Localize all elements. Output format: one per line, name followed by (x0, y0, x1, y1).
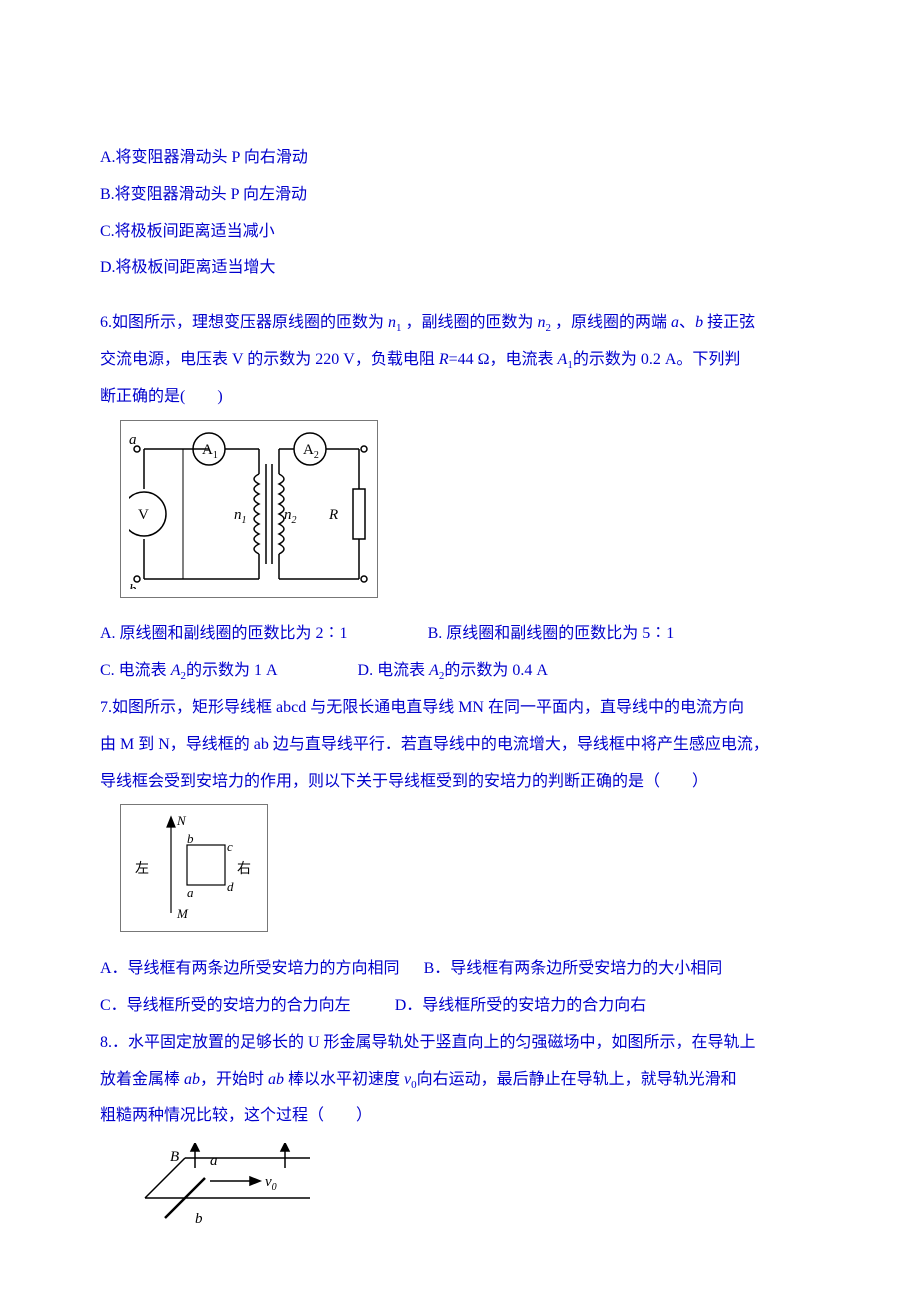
circuit-R: R (328, 507, 338, 523)
q8-line1: 8.．水平固定放置的足够长的 U 形金属导轨处于竖直向上的匀强磁场中，如图所示，… (100, 1025, 820, 1062)
svg-text:b: b (129, 582, 137, 589)
circuit-n2: n (284, 507, 292, 523)
q7-b: b (187, 831, 194, 846)
q6-option-c: C. 电流表 A2的示数为 1 A (100, 653, 278, 690)
svg-text:n2: n2 (284, 507, 297, 526)
q6-text: 6.如图所示，理想变压器原线圈的匝数为 (100, 314, 388, 331)
q8-v0sub: 0 (272, 1182, 277, 1193)
q5-option-d: D.将极板间距离适当增大 (100, 250, 820, 287)
q6-text: 、 (679, 314, 695, 331)
circuit-A1: A (202, 442, 213, 458)
circuit-V: V (138, 507, 149, 523)
circuit-A2: A (303, 442, 314, 458)
q7-a: a (187, 885, 194, 900)
q6-option-d: D. 电流表 A2的示数为 0.4 A (358, 653, 548, 690)
circuit-A2sub: 2 (314, 450, 319, 461)
q7-option-b: B．导线框有两条边所受安培力的大小相同 (424, 960, 723, 977)
q8-B: B (170, 1149, 179, 1165)
q6-A1: A (558, 351, 568, 368)
q6-b: b (695, 314, 703, 331)
circuit-n2sub: 2 (292, 515, 297, 526)
q8-figure: B a b v0 (140, 1143, 820, 1233)
q7-right: 右 (237, 861, 251, 877)
circuit-n1sub: 1 (242, 515, 247, 526)
q6-text: 交流电源，电压表 V 的示数为 220 V，负载电阻 (100, 351, 439, 368)
q8-line3: 粗糙两种情况比较，这个过程（ ） (100, 1098, 820, 1135)
q8-line2: 放着金属棒 ab，开始时 ab 棒以水平初速度 v0向右运动，最后静止在导轨上，… (100, 1062, 820, 1099)
circuit-b: b (129, 582, 137, 589)
q7-figure: N M b c a d 左 右 (120, 804, 268, 932)
q7-line1: 7.如图所示，矩形导线框 abcd 与无限长通电直导线 MN 在同一平面内，直导… (100, 690, 820, 727)
q5-option-a: A.将变阻器滑动头 P 向右滑动 (100, 140, 820, 177)
svg-text:A1: A1 (202, 442, 218, 461)
q6-n2: n (538, 314, 546, 331)
q5-option-c: C.将极板间距离适当减小 (100, 214, 820, 251)
q7-M: M (176, 906, 189, 921)
q6-text: ，副线圈的匝数为 (402, 314, 538, 331)
q7-option-a: A．导线框有两条边所受安培力的方向相同 (100, 960, 400, 977)
q8-b: b (195, 1211, 203, 1227)
q6-a: a (671, 314, 679, 331)
svg-text:A2: A2 (303, 442, 319, 461)
q7-line2: 由 M 到 N，导线框的 ab 边与直导线平行．若直导线中的电流增大，导线框中将… (100, 727, 820, 764)
svg-text:v0: v0 (265, 1174, 277, 1193)
circuit-a: a (129, 432, 137, 448)
circuit-n1: n (234, 507, 242, 523)
q7-c: c (227, 839, 233, 854)
q6-prompt-2: 交流电源，电压表 V 的示数为 220 V，负载电阻 R=44 Ω，电流表 A1… (100, 342, 820, 379)
q6-R: R (439, 351, 449, 368)
q6-text: 的示数为 0.2 A。下列判 (573, 351, 741, 368)
q7-line3: 导线框会受到安培力的作用，则以下关于导线框受到的安培力的判断正确的是（ ） (100, 764, 820, 801)
q6-option-a: A. 原线圈和副线圈的匝数比为 2∶1 (100, 616, 348, 653)
q6-figure: a b A1 A2 V n1 n2 R (120, 420, 378, 598)
q7-option-d: D．导线框所受的安培力的合力向右 (395, 997, 647, 1014)
q6-prompt-3: 断正确的是( ) (100, 379, 820, 416)
svg-text:n1: n1 (234, 507, 247, 526)
q7-options-row2: C．导线框所受的安培力的合力向左 D．导线框所受的安培力的合力向右 (100, 988, 820, 1025)
q7-options-row1: A．导线框有两条边所受安培力的方向相同 B．导线框有两条边所受安培力的大小相同 (100, 951, 820, 988)
q7-left: 左 (135, 861, 149, 877)
q6-option-b: B. 原线圈和副线圈的匝数比为 5∶1 (428, 616, 675, 653)
circuit-A1sub: 1 (213, 450, 218, 461)
q5-option-b: B.将变阻器滑动头 P 向左滑动 (100, 177, 820, 214)
q7-d: d (227, 879, 234, 894)
q6-text: ，原线圈的两端 (551, 314, 671, 331)
q6-text: =44 Ω，电流表 (449, 351, 558, 368)
q8-a: a (210, 1153, 218, 1169)
q6-n1: n (388, 314, 396, 331)
q6-prompt: 6.如图所示，理想变压器原线圈的匝数为 n1 ，副线圈的匝数为 n2 ，原线圈的… (100, 305, 820, 342)
q7-option-c: C．导线框所受的安培力的合力向左 (100, 997, 351, 1014)
q7-N: N (176, 813, 187, 828)
q6-text: 接正弦 (703, 314, 755, 331)
